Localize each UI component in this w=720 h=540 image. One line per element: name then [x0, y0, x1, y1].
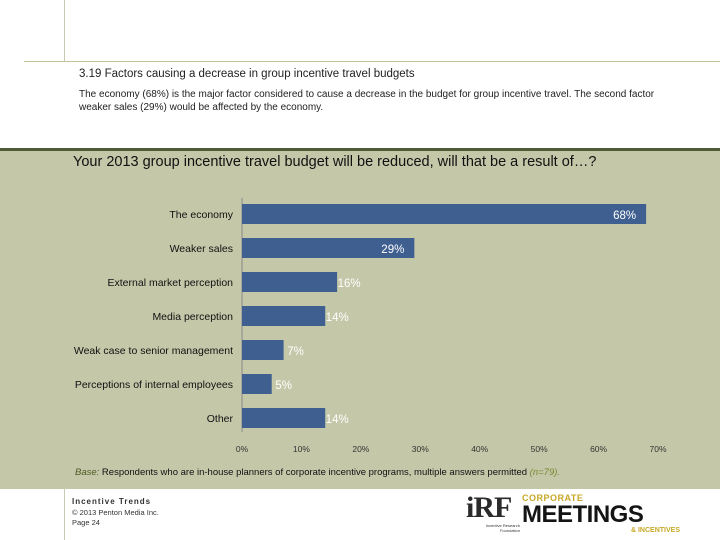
category-label: Perceptions of internal employees: [75, 379, 233, 391]
bar-2: [242, 272, 338, 292]
x-tick-label: 50%: [531, 444, 548, 454]
data-label: 14%: [326, 312, 349, 324]
footer-brand: Incentive Trends: [72, 497, 152, 506]
x-tick-label: 0%: [236, 444, 249, 454]
category-label: Media perception: [152, 311, 233, 323]
base-note-label: Base:: [75, 467, 100, 478]
cm-logo-bottom: & INCENTIVES: [630, 527, 680, 534]
bar-0: [242, 204, 647, 224]
category-label: Other: [207, 413, 234, 425]
data-label: 7%: [287, 346, 304, 358]
x-tick-label: 20%: [352, 444, 369, 454]
irf-logo-tagline: Incentive Research Foundation: [485, 523, 520, 533]
x-tick-label: 70%: [649, 444, 666, 454]
bar-5: [242, 374, 272, 394]
top-horizontal-rule: [24, 61, 720, 62]
footer-page-label: Page: [72, 518, 90, 527]
intro-text: The economy (68%) is the major factor co…: [79, 89, 655, 113]
cm-logo-top: CORPORATE: [522, 493, 584, 503]
cm-logo-main: MEETINGS: [522, 501, 644, 528]
category-label: Weaker sales: [170, 243, 233, 255]
data-label: 14%: [326, 414, 349, 426]
footer-vertical-rule: [64, 488, 65, 540]
data-label: 16%: [338, 278, 361, 290]
base-note: Base: Respondents who are in-house plann…: [75, 467, 560, 478]
x-tick-label: 60%: [590, 444, 607, 454]
category-label: External market perception: [108, 277, 234, 289]
category-label: Weak case to senior management: [74, 345, 233, 357]
data-label: 29%: [381, 244, 404, 256]
chart-title: Your 2013 group incentive travel budget …: [73, 154, 597, 170]
footer-page-number: 24: [91, 518, 100, 527]
corporate-meetings-logo: CORPORATE MEETINGS & INCENTIVES: [522, 493, 692, 535]
bar-3: [242, 306, 326, 326]
section-title: 3.19 Factors causing a decrease in group…: [79, 68, 415, 80]
footer-copyright: © 2013 Penton Media Inc.: [72, 508, 159, 517]
irf-logo-mark: iRF: [466, 491, 512, 524]
x-tick-label: 30%: [412, 444, 429, 454]
bar-4: [242, 340, 284, 360]
x-tick-label: 40%: [471, 444, 488, 454]
irf-logo: iRF Incentive Research Foundation: [466, 491, 520, 534]
data-label: 5%: [275, 380, 292, 392]
bar-1: [242, 238, 415, 258]
bar-6: [242, 408, 326, 428]
base-note-text: Respondents who are in-house planners of…: [99, 467, 530, 478]
category-label: The economy: [169, 209, 233, 221]
data-label: 68%: [613, 210, 636, 222]
base-note-n: (n=79).: [529, 467, 561, 478]
x-tick-label: 10%: [293, 444, 310, 454]
top-vertical-rule: [64, 0, 65, 62]
footer-page: Page 24: [72, 518, 100, 527]
